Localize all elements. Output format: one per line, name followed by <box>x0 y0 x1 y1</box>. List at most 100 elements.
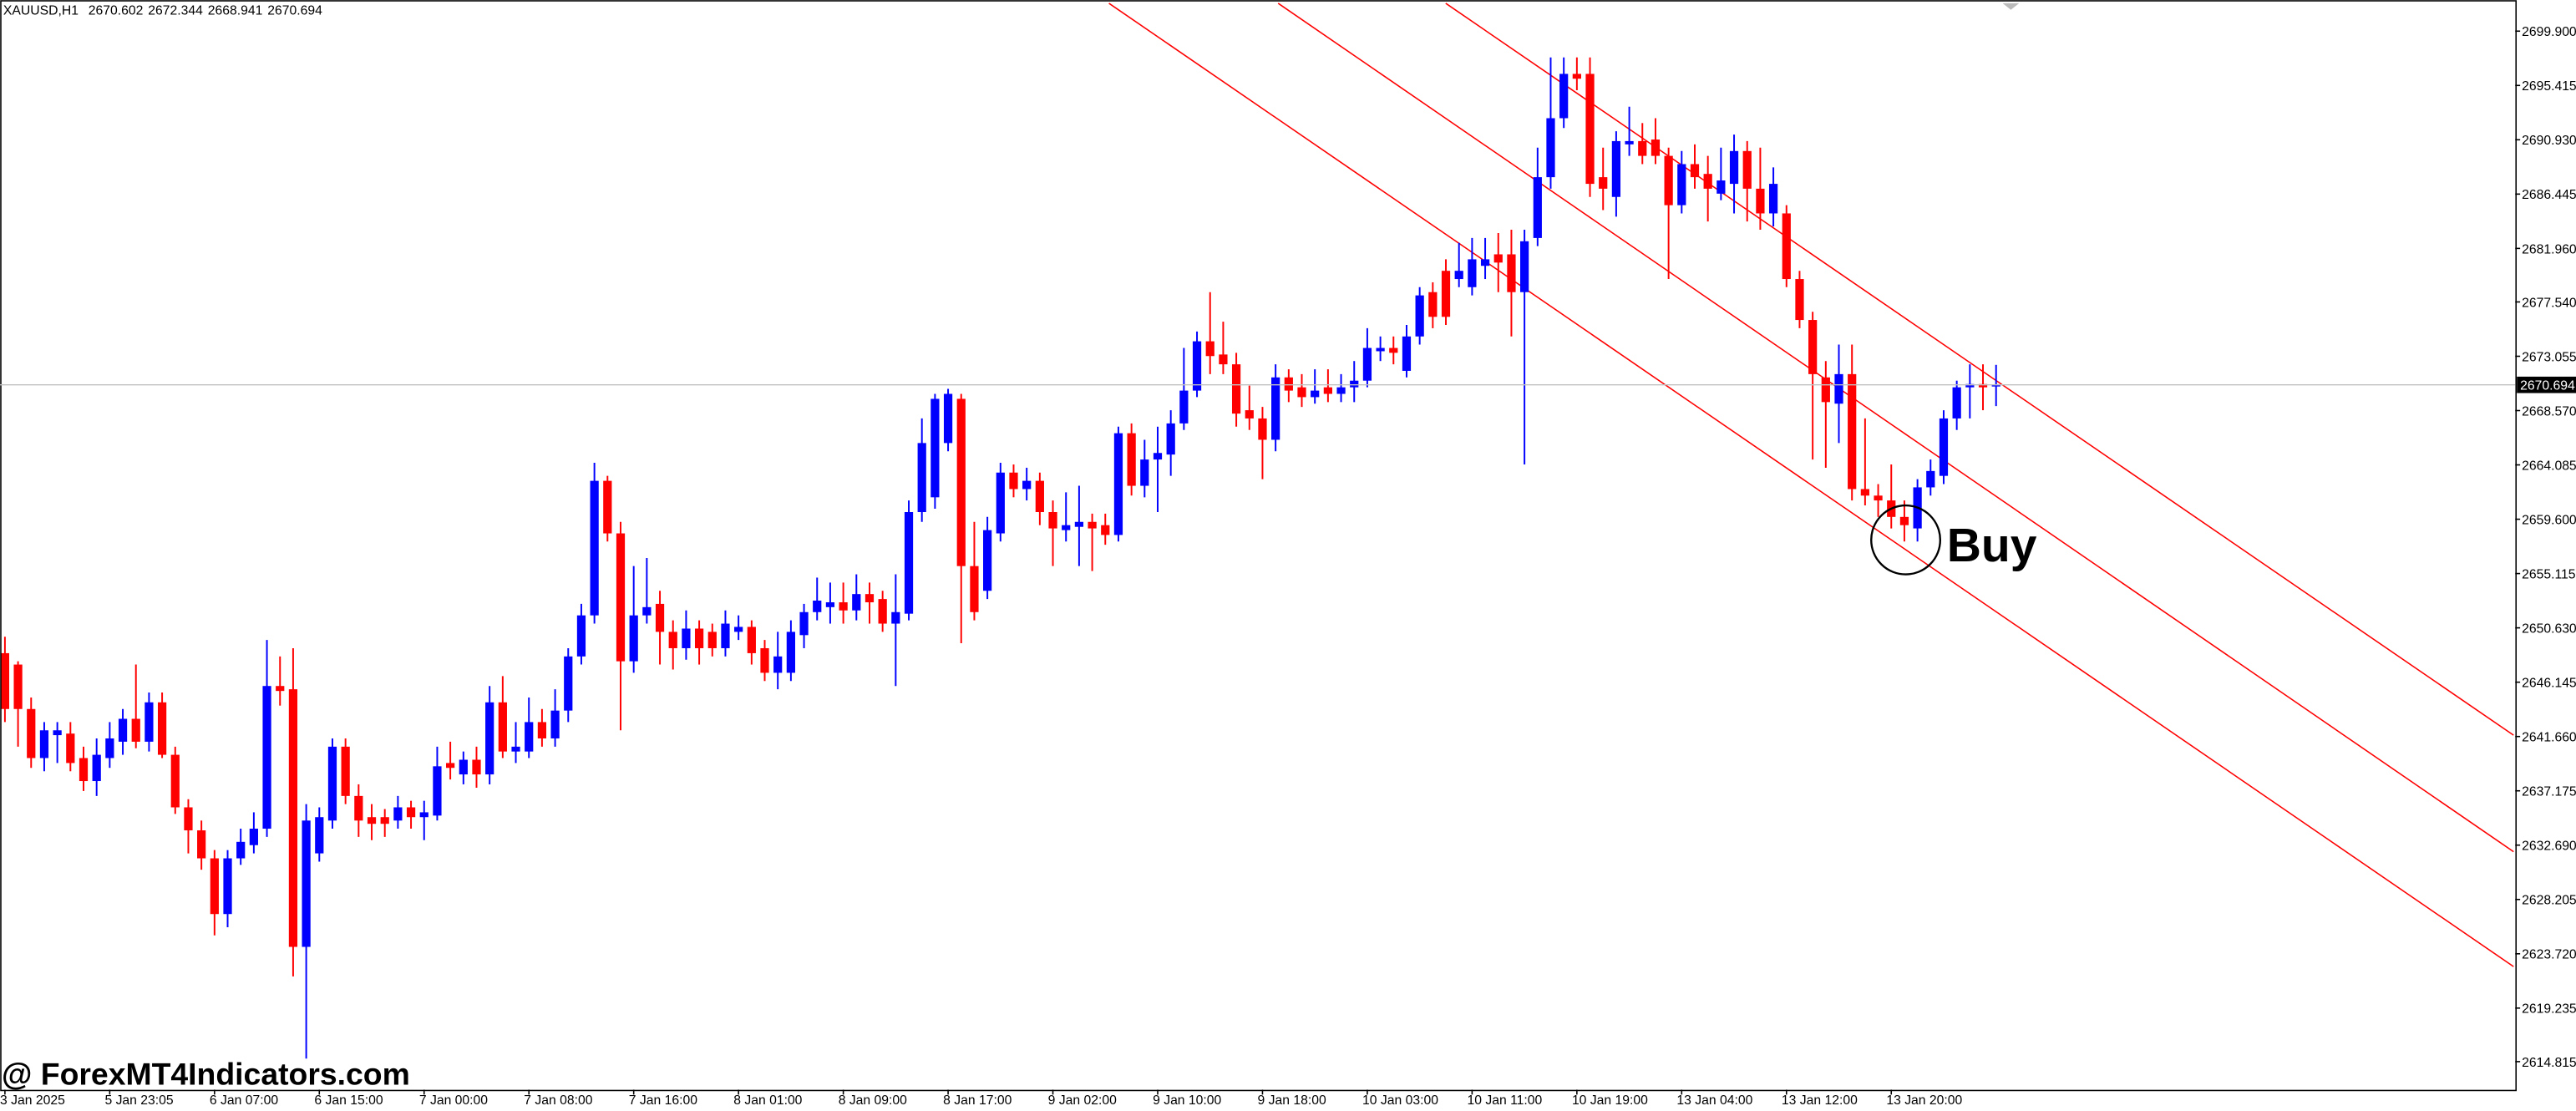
candle-body <box>145 702 154 742</box>
candle-body <box>1978 383 1988 388</box>
candle-body <box>917 443 926 513</box>
candle-body <box>1742 150 1752 189</box>
candle-body <box>878 599 887 624</box>
candle-body <box>327 746 337 821</box>
annotation: Buy <box>1947 519 2037 572</box>
candle-body <box>852 594 861 611</box>
candle-body <box>118 718 128 742</box>
candle-body <box>694 628 704 648</box>
y-tick-label: 2650.630 <box>2522 622 2576 637</box>
candle-body <box>276 686 285 692</box>
candle-body <box>1336 387 1346 394</box>
candle-body <box>157 702 167 755</box>
candle-body <box>799 611 809 636</box>
candle-body <box>315 817 324 854</box>
candle-body <box>813 600 822 612</box>
candle-body <box>786 632 795 673</box>
candle-body <box>1507 254 1516 292</box>
channel-line <box>1277 3 2514 853</box>
candle-body <box>1546 118 1555 178</box>
channel <box>1108 3 2514 967</box>
candle-body <box>1376 348 1385 352</box>
candle-body <box>773 656 783 673</box>
candle-body <box>79 758 89 782</box>
candle-body <box>1245 410 1254 419</box>
candle-body <box>1428 292 1438 317</box>
y-tick-label: 2623.720 <box>2522 948 2576 962</box>
candle-body <box>576 615 586 657</box>
y-tick-label: 2655.115 <box>2522 567 2576 581</box>
candle-body <box>393 807 403 821</box>
x-tick-label: 13 Jan 12:00 <box>1782 1093 1858 1108</box>
y-tick-label: 2659.600 <box>2522 513 2576 527</box>
y-tick-label: 2614.815 <box>2522 1056 2576 1070</box>
candle-body <box>1716 180 1726 194</box>
candles <box>0 57 2000 1059</box>
x-tick-label: 8 Jan 09:00 <box>839 1093 907 1108</box>
candle-body <box>53 730 62 736</box>
candle-body <box>590 480 599 616</box>
candle-body <box>839 602 848 611</box>
candle-body <box>1062 525 1071 530</box>
x-tick-label: 3 Jan 2025 <box>0 1093 65 1108</box>
y-tick-label: 2632.690 <box>2522 840 2576 854</box>
candle-body <box>1572 74 1581 79</box>
candle-body <box>1821 377 1830 403</box>
candle-body <box>1952 387 1961 419</box>
candle-body <box>184 807 193 831</box>
candle-body <box>1035 480 1044 513</box>
x-tick-label: 10 Jan 19:00 <box>1572 1093 1648 1108</box>
candle-body <box>1756 188 1765 214</box>
channel-line <box>1445 3 2514 736</box>
candle-body <box>564 656 573 711</box>
candle-body <box>721 623 730 648</box>
candle-body <box>105 738 114 758</box>
candle-body <box>131 718 140 742</box>
x-tick-label: 9 Jan 02:00 <box>1048 1093 1117 1108</box>
candle-body <box>983 530 992 591</box>
header-low: 2668.941 <box>208 4 263 18</box>
candle-body <box>1166 423 1175 455</box>
candle-body <box>1101 525 1110 535</box>
x-tick-label: 7 Jan 16:00 <box>629 1093 697 1108</box>
last-price-label: 2670.694 <box>2520 379 2575 393</box>
candle-body <box>511 746 520 752</box>
y-tick-label: 2641.660 <box>2522 731 2576 745</box>
x-tick-label: 13 Jan 20:00 <box>1886 1093 1962 1108</box>
candle-body <box>1795 279 1804 321</box>
chart-title: XAUUSD,H1 <box>3 4 79 18</box>
candle-body <box>66 733 75 763</box>
candle-body <box>249 829 258 845</box>
candle-body <box>1533 177 1542 238</box>
candle-body <box>433 766 442 816</box>
candle-body <box>302 820 311 947</box>
candle-body <box>223 858 232 915</box>
candle-body <box>1205 341 1214 357</box>
candle-body <box>1703 174 1712 189</box>
candle-body <box>1074 521 1084 527</box>
candle-body <box>865 594 875 603</box>
x-tick-label: 6 Jan 15:00 <box>314 1093 383 1108</box>
candle-body <box>459 759 468 775</box>
candle-body <box>1179 390 1189 424</box>
candle-body <box>1899 516 1909 525</box>
candle-body <box>1848 373 1857 490</box>
candle-body <box>1782 213 1791 280</box>
candle-body <box>341 746 350 796</box>
candle-body <box>39 730 49 758</box>
candle-body <box>197 830 206 859</box>
y-tick-label: 2695.415 <box>2522 79 2576 94</box>
y-tick-label: 2673.055 <box>2522 350 2576 364</box>
candle-body <box>1926 470 1935 488</box>
candle-body <box>1362 348 1372 381</box>
candle-body <box>1192 341 1202 391</box>
candle-body <box>891 611 900 624</box>
candle-body <box>1468 259 1477 287</box>
candle-body <box>1939 418 1949 476</box>
y-tick-label: 2646.145 <box>2522 677 2576 691</box>
candle-body <box>1860 489 1869 496</box>
x-tick-label: 7 Jan 00:00 <box>419 1093 488 1108</box>
y-tick-label: 2668.570 <box>2522 404 2576 419</box>
